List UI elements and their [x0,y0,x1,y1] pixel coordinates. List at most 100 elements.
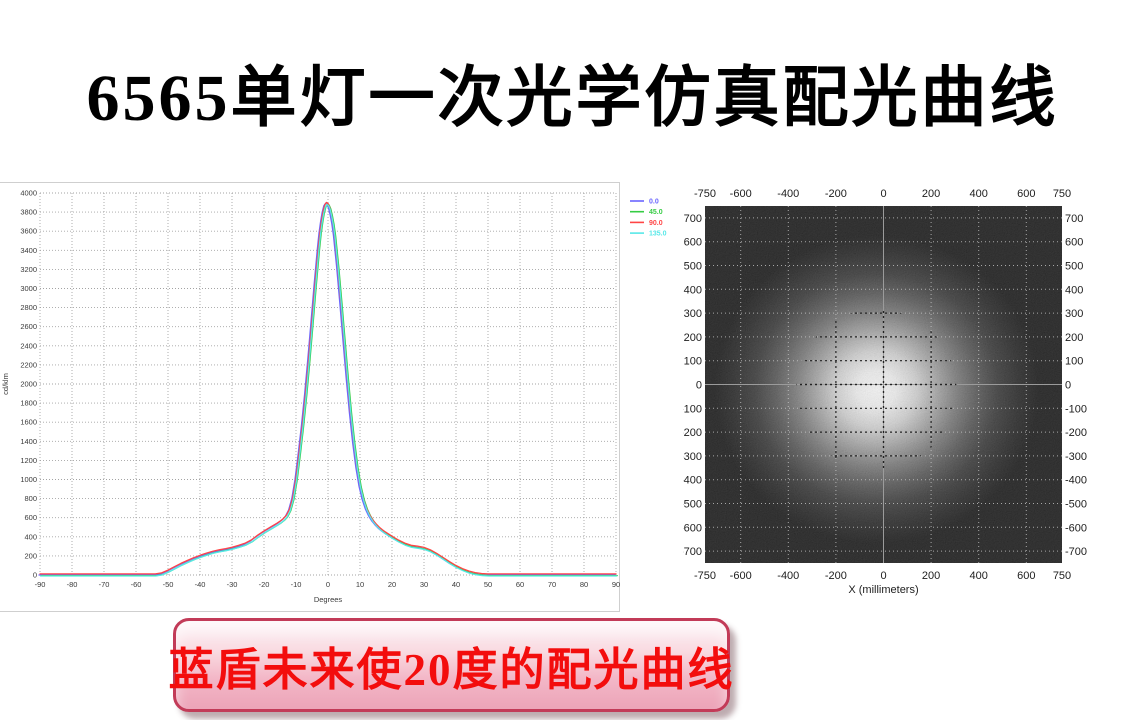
svg-text:-100: -100 [1065,403,1087,415]
svg-text:-400: -400 [1065,475,1087,487]
svg-text:30: 30 [420,580,428,589]
svg-text:-750: -750 [694,570,716,582]
svg-text:1800: 1800 [20,399,37,408]
svg-text:-400: -400 [683,475,702,487]
svg-text:60: 60 [516,580,524,589]
svg-text:-700: -700 [683,546,702,558]
svg-text:-60: -60 [131,580,142,589]
svg-text:200: 200 [922,570,940,582]
svg-text:-80: -80 [67,580,78,589]
svg-text:-10: -10 [291,580,302,589]
svg-text:-600: -600 [730,188,752,200]
svg-text:50: 50 [484,580,492,589]
svg-text:200: 200 [684,332,702,344]
beam-spot-map-svg: -750 -750 -600 -600 -400 -400 -200 -200 0 0 200 200… [683,188,1087,596]
svg-text:4000: 4000 [20,189,37,198]
svg-text:-200: -200 [683,427,702,439]
svg-text:400: 400 [684,284,702,296]
svg-text:600: 600 [1065,237,1083,249]
svg-text:-20: -20 [259,580,270,589]
svg-text:135.0: 135.0 [649,231,667,238]
svg-text:0: 0 [696,380,702,392]
svg-text:100: 100 [1065,356,1083,368]
svg-text:600: 600 [684,237,702,249]
svg-text:-200: -200 [825,188,847,200]
svg-text:2800: 2800 [20,303,37,312]
svg-text:750: 750 [1053,188,1071,200]
svg-text:0: 0 [880,570,886,582]
svg-text:40: 40 [452,580,460,589]
svg-text:200: 200 [922,188,940,200]
svg-text:10: 10 [356,580,364,589]
svg-text:-400: -400 [777,188,799,200]
svg-text:80: 80 [580,580,588,589]
intensity-distribution-chart: -90 -80 -70 -60 -50 -40 -30 -20 -10 0 10 20 30 40 50 60… [0,181,690,613]
svg-text:400: 400 [24,532,37,541]
svg-text:-90: -90 [35,580,46,589]
svg-text:2600: 2600 [20,322,37,331]
caption-box: 蓝盾未来使20度的配光曲线 [169,618,733,712]
svg-text:-200: -200 [825,570,847,582]
svg-text:3200: 3200 [20,265,37,274]
svg-text:3600: 3600 [20,227,37,236]
svg-text:cd/klm: cd/klm [1,373,10,395]
svg-text:600: 600 [1017,188,1035,200]
svg-text:700: 700 [684,213,702,225]
svg-text:500: 500 [684,261,702,273]
svg-text:-100: -100 [683,403,702,415]
svg-text:45.0: 45.0 [649,209,663,216]
svg-text:X (millimeters): X (millimeters) [848,584,918,596]
svg-text:3000: 3000 [20,284,37,293]
svg-text:500: 500 [1065,261,1083,273]
svg-text:-300: -300 [683,451,702,463]
svg-text:750: 750 [1053,570,1071,582]
svg-text:600: 600 [24,513,37,522]
svg-text:600: 600 [1017,570,1035,582]
svg-text:2200: 2200 [20,360,37,369]
svg-text:2400: 2400 [20,341,37,350]
svg-text:-200: -200 [1065,427,1087,439]
svg-text:90: 90 [612,580,620,589]
svg-text:-600: -600 [730,570,752,582]
svg-text:-40: -40 [195,580,206,589]
svg-text:3400: 3400 [20,246,37,255]
svg-text:300: 300 [684,308,702,320]
svg-text:700: 700 [1065,213,1083,225]
beam-spot-map: -750 -750 -600 -600 -400 -400 -200 -200 0 0 200 200… [683,170,1145,620]
svg-text:1400: 1400 [20,437,37,446]
svg-text:-700: -700 [1065,546,1087,558]
svg-text:200: 200 [24,551,37,560]
svg-text:-300: -300 [1065,451,1087,463]
svg-text:0: 0 [1065,380,1071,392]
svg-text:Degrees: Degrees [314,595,343,604]
svg-text:-70: -70 [99,580,110,589]
svg-text:0: 0 [880,188,886,200]
svg-text:1600: 1600 [20,418,37,427]
intensity-distribution-svg: -90 -80 -70 -60 -50 -40 -30 -20 -10 0 10 20 30 40 50 60… [0,182,667,612]
svg-text:400: 400 [970,570,988,582]
svg-text:100: 100 [684,356,702,368]
svg-text:1000: 1000 [20,475,37,484]
svg-text:-500: -500 [1065,499,1087,511]
svg-text:-30: -30 [227,580,238,589]
svg-text:300: 300 [1065,308,1083,320]
svg-text:800: 800 [24,494,37,503]
svg-text:0.0: 0.0 [649,199,659,206]
svg-text:0: 0 [33,571,37,580]
svg-text:-500: -500 [683,499,702,511]
svg-text:-50: -50 [163,580,174,589]
svg-text:20: 20 [388,580,396,589]
svg-text:-600: -600 [683,522,702,534]
svg-text:-600: -600 [1065,522,1087,534]
svg-text:-400: -400 [777,570,799,582]
svg-text:90.0: 90.0 [649,220,663,227]
svg-text:2000: 2000 [20,380,37,389]
svg-text:-750: -750 [694,188,716,200]
svg-text:3800: 3800 [20,208,37,217]
svg-text:200: 200 [1065,332,1083,344]
caption-text: 蓝盾未来使20度的配光曲线 [168,644,735,695]
page-title: 6565单灯一次光学仿真配光曲线 [86,62,1059,135]
svg-text:70: 70 [548,580,556,589]
svg-text:400: 400 [970,188,988,200]
